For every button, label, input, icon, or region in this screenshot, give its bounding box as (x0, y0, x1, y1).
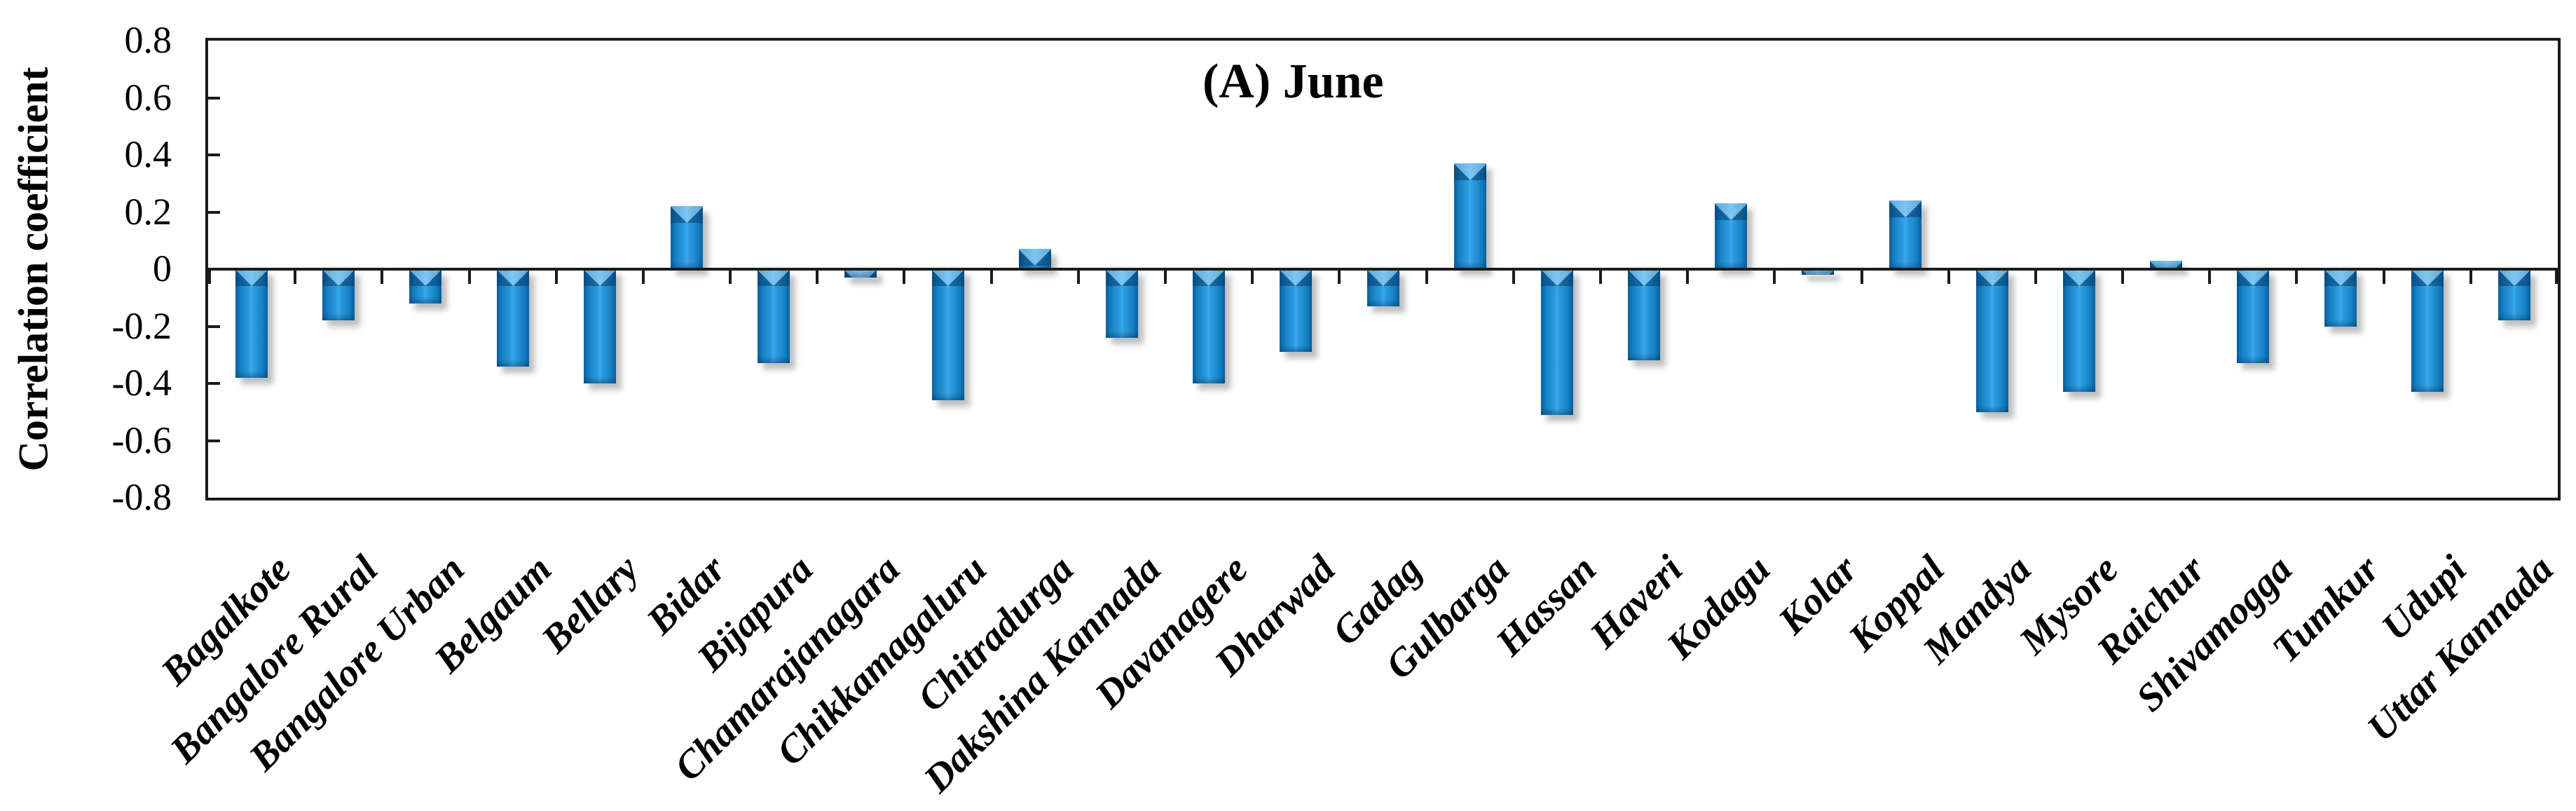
x-axis-tick (989, 271, 993, 284)
x-axis-tick (729, 271, 732, 284)
x-axis-tick (641, 271, 645, 284)
x-axis-tick (554, 271, 558, 284)
bar-chamarajanagara (844, 269, 877, 278)
bar-dakshina-kannada (1105, 269, 1138, 338)
bar-shivamogga (2237, 269, 2270, 364)
bar-chikkamagaluru (931, 269, 964, 401)
x-axis-tick (1338, 271, 1341, 284)
x-axis-tick (2469, 271, 2472, 284)
bar-bangalore-urban (409, 269, 442, 304)
x-axis-tick (294, 271, 297, 284)
x-axis-tick (1598, 271, 1602, 284)
x-axis-tick (2555, 271, 2558, 284)
x-axis-tick (2382, 271, 2385, 284)
x-category-label: Bellary (533, 547, 648, 662)
x-axis-tick (381, 271, 384, 284)
bar-davanagere (1193, 269, 1226, 383)
bar-gulbarga (1453, 163, 1486, 269)
bar-kolar (1802, 269, 1835, 275)
x-axis-tick (1512, 271, 1515, 284)
bar-raichur (2150, 260, 2183, 269)
y-tick-label: -0.8 (111, 475, 172, 518)
bar-chitradurga (1018, 249, 1051, 269)
y-tick-label: -0.6 (111, 418, 172, 461)
y-tick-label: -0.4 (111, 361, 172, 404)
x-axis-tick (1076, 271, 1080, 284)
bar-tumkur (2324, 269, 2357, 327)
x-axis-tick (1164, 271, 1167, 284)
x-axis-tick (1425, 271, 1428, 284)
x-axis-tick (2208, 271, 2212, 284)
x-axis-tick (2034, 271, 2037, 284)
chart-title: (A) June (1203, 55, 1384, 109)
x-axis-tick (1686, 271, 1690, 284)
x-axis-tick (2295, 271, 2298, 284)
y-tick-label: 0.2 (124, 190, 172, 233)
bar-kodagu (1715, 203, 1748, 269)
y-axis-tick (208, 439, 220, 442)
bar-uttar-kannada (2498, 269, 2530, 321)
y-axis-tick (208, 382, 220, 385)
bar-gadag (1366, 269, 1399, 306)
bar-bagalkote (235, 269, 268, 378)
bar-mandya (1975, 269, 2008, 412)
y-axis-title: Correlation coefficient (10, 67, 57, 472)
bar-belgaum (496, 269, 529, 367)
y-axis-tick (208, 96, 220, 100)
zero-axis-line (208, 268, 2558, 271)
x-axis-tick (1251, 271, 1254, 284)
bar-hassan (1540, 269, 1573, 415)
x-axis-tick (208, 271, 211, 284)
y-tick-label: 0 (153, 247, 172, 289)
x-axis-tick (1947, 271, 1950, 284)
x-axis-tick (1773, 271, 1776, 284)
x-axis-tick (816, 271, 819, 284)
bar-bangalore-rural (322, 269, 355, 321)
bar-bijapura (758, 269, 790, 364)
x-axis-tick (467, 271, 471, 284)
bar-koppal (1889, 200, 1921, 269)
y-axis-tick (208, 154, 220, 156)
x-axis-tick (2121, 271, 2125, 284)
y-tick-label: 0.8 (124, 18, 172, 61)
plot-area (205, 38, 2561, 500)
y-tick-label: 0.6 (124, 76, 172, 118)
x-axis-tick (903, 271, 906, 284)
bar-mysore (2062, 269, 2095, 393)
y-axis-tick (208, 325, 220, 328)
bar-haveri (1628, 269, 1661, 361)
bar-dharwad (1280, 269, 1313, 353)
bar-bidar (671, 206, 704, 269)
y-axis-tick (208, 210, 220, 214)
bar-bellary (583, 269, 616, 383)
bar-udupi (2411, 269, 2444, 393)
y-tick-label: -0.2 (111, 304, 172, 347)
y-tick-label: 0.4 (124, 132, 172, 175)
x-axis-tick (1860, 271, 1863, 284)
